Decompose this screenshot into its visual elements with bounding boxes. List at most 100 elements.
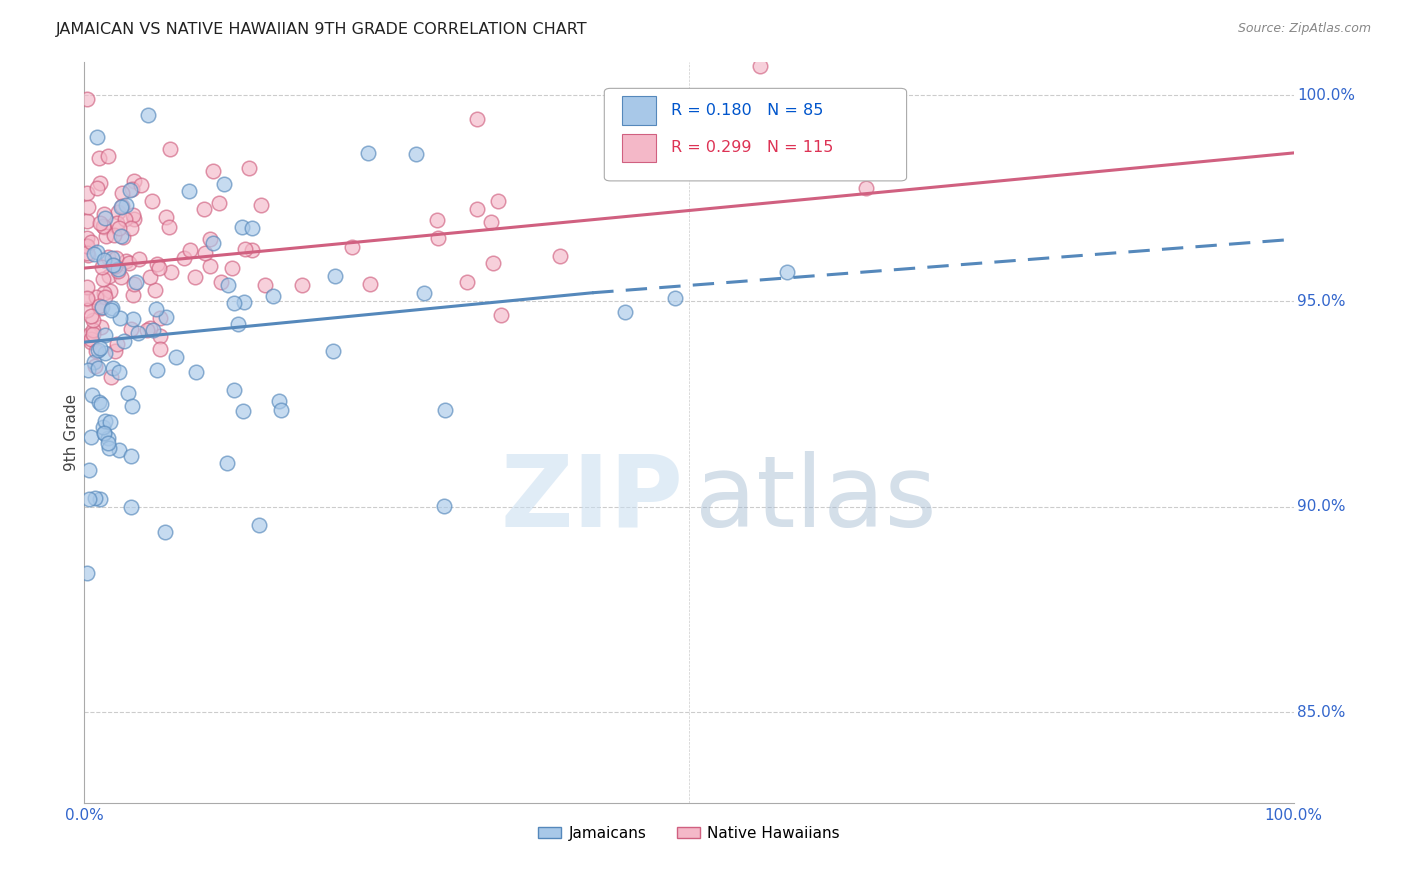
Point	[146, 363, 169, 377]
Point	[83, 247, 105, 261]
Point	[465, 112, 488, 127]
Text: R = 0.180   N = 85: R = 0.180 N = 85	[671, 103, 823, 118]
Point	[120, 500, 142, 514]
Point	[93, 252, 115, 267]
Point	[104, 259, 127, 273]
Point	[86, 245, 108, 260]
Point	[136, 323, 159, 337]
Point	[136, 108, 159, 122]
Point	[115, 198, 138, 212]
Point	[122, 277, 145, 291]
Point	[82, 313, 104, 327]
FancyBboxPatch shape	[623, 96, 657, 125]
Point	[139, 320, 162, 334]
Point	[112, 334, 135, 349]
Point	[356, 145, 378, 160]
Point	[87, 361, 110, 376]
Point	[121, 287, 143, 301]
Point	[749, 59, 772, 73]
Point	[456, 275, 478, 289]
Point	[96, 229, 118, 244]
Point	[120, 449, 142, 463]
Point	[89, 491, 111, 506]
Point	[76, 292, 98, 306]
Point	[101, 301, 124, 316]
Point	[433, 403, 456, 417]
Point	[110, 200, 132, 214]
Point	[97, 149, 120, 163]
Point	[122, 311, 145, 326]
Point	[84, 290, 107, 304]
Point	[89, 216, 111, 230]
Point	[291, 277, 314, 292]
Point	[100, 370, 122, 384]
Point	[208, 196, 231, 211]
Point	[120, 183, 142, 197]
Point	[224, 383, 246, 397]
Point	[426, 213, 449, 227]
Point	[482, 256, 505, 270]
Point	[76, 239, 98, 253]
Point	[322, 343, 344, 358]
Point	[120, 220, 142, 235]
Point	[107, 221, 129, 235]
Point	[80, 310, 103, 324]
Point	[193, 202, 215, 216]
Legend: Jamaicans, Native Hawaiians: Jamaicans, Native Hawaiians	[531, 820, 846, 847]
Point	[221, 261, 243, 276]
Point	[84, 344, 107, 359]
Point	[97, 431, 120, 445]
Point	[83, 491, 105, 505]
Point	[97, 269, 120, 284]
Point	[118, 256, 141, 270]
Point	[250, 198, 273, 212]
Point	[117, 386, 139, 401]
Text: 85.0%: 85.0%	[1298, 705, 1346, 720]
Point	[87, 343, 110, 357]
Point	[76, 214, 98, 228]
Point	[91, 301, 114, 315]
Point	[209, 275, 232, 289]
Point	[155, 211, 177, 225]
Point	[82, 326, 104, 341]
FancyBboxPatch shape	[605, 88, 907, 181]
Point	[94, 290, 117, 304]
Point	[226, 318, 249, 332]
Point	[94, 328, 117, 343]
Point	[94, 414, 117, 428]
Point	[100, 303, 122, 318]
Point	[105, 216, 128, 230]
Point	[80, 334, 103, 349]
Point	[664, 291, 686, 305]
Point	[110, 229, 132, 244]
Point	[77, 492, 100, 507]
Text: 90.0%: 90.0%	[1298, 500, 1346, 514]
Text: atlas: atlas	[695, 450, 936, 548]
Point	[138, 270, 160, 285]
Text: ZIP: ZIP	[501, 450, 683, 548]
Point	[101, 251, 124, 265]
Point	[201, 163, 224, 178]
Point	[111, 230, 134, 244]
Point	[122, 174, 145, 188]
Point	[86, 130, 108, 145]
Point	[486, 194, 509, 209]
Point	[103, 361, 125, 376]
Point	[548, 249, 571, 263]
Point	[90, 397, 112, 411]
Point	[111, 186, 134, 200]
Point	[79, 332, 101, 346]
Point	[83, 355, 105, 369]
Point	[142, 322, 165, 336]
Point	[120, 322, 142, 336]
Point	[84, 359, 107, 374]
Point	[79, 326, 101, 341]
Point	[76, 186, 98, 200]
Point	[93, 285, 115, 300]
Point	[125, 275, 148, 289]
Text: 100.0%: 100.0%	[1298, 87, 1355, 103]
Point	[194, 245, 217, 260]
Point	[184, 269, 207, 284]
Point	[270, 403, 292, 417]
Point	[101, 258, 124, 272]
